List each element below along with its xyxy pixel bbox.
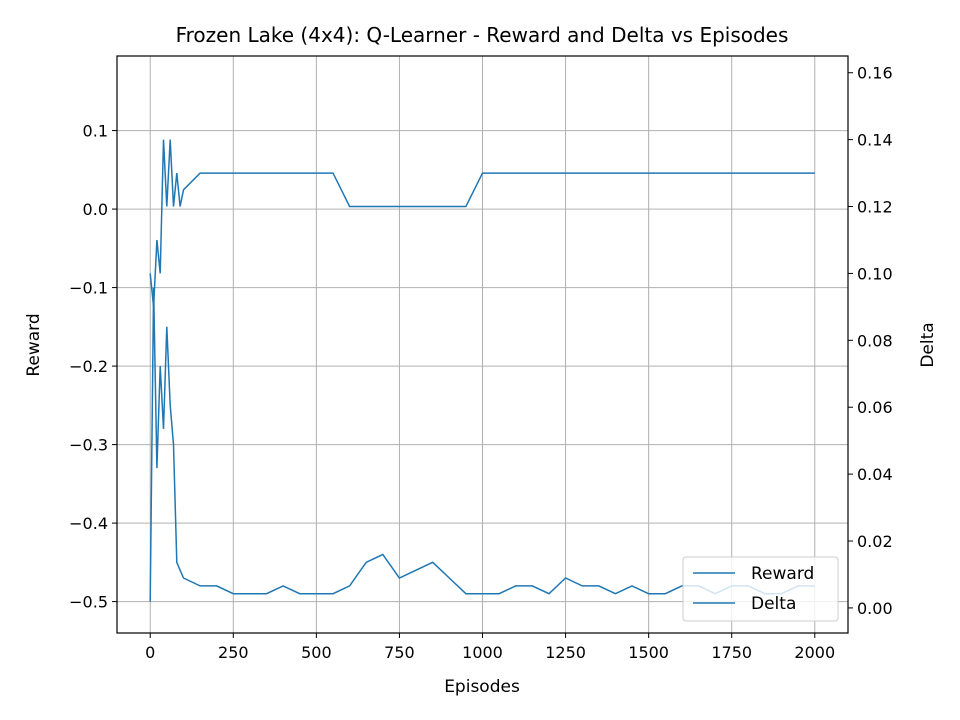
y-axis-label: Reward bbox=[24, 313, 44, 376]
y-tick-label: −0.4 bbox=[69, 514, 108, 533]
y2-tick-label: 0.06 bbox=[857, 398, 893, 417]
x-tick-label: 750 bbox=[384, 643, 415, 662]
y2-axis-label: Delta bbox=[918, 322, 938, 367]
chart-title: Frozen Lake (4x4): Q-Learner - Reward an… bbox=[176, 23, 789, 47]
y2-tick-label: 0.10 bbox=[857, 264, 893, 283]
y-tick-label: 0.1 bbox=[83, 122, 108, 141]
axis-ticks: 0 250 500 750 1000 1250 1500 1750 2000 −0.5 −0.4 −0… bbox=[69, 64, 892, 662]
y-tick-label: −0.2 bbox=[69, 357, 108, 376]
x-tick-label: 500 bbox=[301, 643, 332, 662]
x-axis-label: Episodes bbox=[444, 677, 520, 697]
y-tick-label: −0.5 bbox=[69, 593, 108, 612]
legend-label-reward: Reward bbox=[751, 564, 814, 584]
y2-tick-label: 0.14 bbox=[857, 131, 893, 150]
x-tick-label: 1750 bbox=[711, 643, 752, 662]
series-line-reward bbox=[149, 287, 815, 602]
series-lines bbox=[149, 139, 815, 602]
y2-tick-label: 0.12 bbox=[857, 198, 893, 217]
y-tick-label: −0.3 bbox=[69, 436, 108, 455]
y2-tick-label: 0.02 bbox=[857, 532, 893, 551]
x-tick-label: 1500 bbox=[628, 643, 669, 662]
y2-tick-label: 0.04 bbox=[857, 465, 893, 484]
series-line-delta bbox=[149, 139, 815, 307]
legend: Reward Delta bbox=[682, 556, 839, 622]
x-tick-label: 2000 bbox=[794, 643, 835, 662]
x-tick-label: 250 bbox=[218, 643, 249, 662]
y-tick-label: 0.0 bbox=[83, 200, 108, 219]
x-tick-label: 1250 bbox=[545, 643, 586, 662]
legend-label-delta: Delta bbox=[751, 594, 796, 614]
y-tick-label: −0.1 bbox=[69, 279, 108, 298]
x-tick-label: 0 bbox=[145, 643, 155, 662]
y2-tick-label: 0.16 bbox=[857, 64, 893, 83]
y2-tick-label: 0.00 bbox=[857, 599, 893, 618]
x-tick-label: 1000 bbox=[462, 643, 503, 662]
y2-tick-label: 0.08 bbox=[857, 331, 893, 350]
